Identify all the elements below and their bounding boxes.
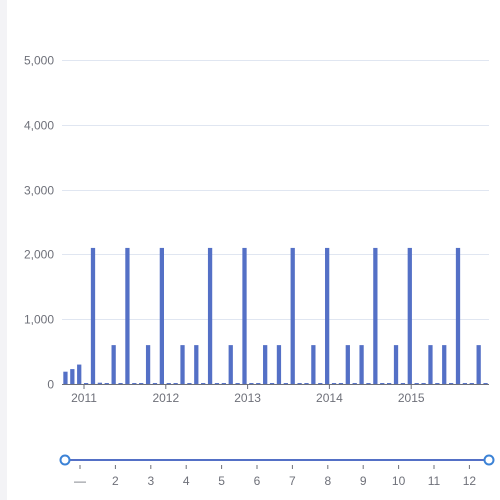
slider-tick-label: 6 xyxy=(254,474,261,488)
left-edge-strip xyxy=(0,0,7,500)
y-tick-label: 2,000 xyxy=(24,248,54,262)
bar xyxy=(207,247,213,384)
bar xyxy=(325,247,330,384)
slider-tick-label: 7 xyxy=(289,474,296,488)
slider-tick-label: 10 xyxy=(392,474,406,488)
bar xyxy=(111,345,116,384)
bar xyxy=(387,383,392,384)
slider-tick-label: 11 xyxy=(428,474,441,488)
slider-tick-label: 9 xyxy=(360,474,367,488)
bar xyxy=(201,383,206,384)
slider-tick-label: 8 xyxy=(324,474,331,488)
bar xyxy=(448,383,454,384)
x-tick-label: 2013 xyxy=(234,391,261,405)
x-axis-ticks: 2011 2012 2013 2014 2015 xyxy=(71,384,425,405)
bar xyxy=(118,383,123,384)
bar xyxy=(311,345,316,384)
slider-end-handle[interactable] xyxy=(483,454,495,466)
bar xyxy=(400,383,406,384)
bar xyxy=(180,345,185,384)
bar xyxy=(152,383,158,384)
bar xyxy=(359,345,364,384)
bar xyxy=(304,383,309,384)
bar xyxy=(462,383,468,384)
bar xyxy=(70,369,75,384)
bar xyxy=(276,345,282,384)
y-tick-label: 1,000 xyxy=(24,313,54,327)
bar xyxy=(235,383,240,384)
bar xyxy=(173,383,178,384)
bar xyxy=(297,383,302,384)
x-tick-label: 2015 xyxy=(398,391,425,405)
bar xyxy=(290,247,295,384)
x-tick-label: 2011 xyxy=(71,391,97,405)
bar xyxy=(104,383,109,384)
slider-tick-label: 12 xyxy=(463,474,477,488)
slider-tick-label: — xyxy=(74,474,86,488)
bar xyxy=(249,383,254,384)
bar xyxy=(373,247,378,384)
bar xyxy=(77,364,82,384)
bar xyxy=(83,383,89,384)
bar xyxy=(455,247,461,384)
bar xyxy=(159,247,164,384)
bar xyxy=(269,383,275,384)
slider-tick-label: 2 xyxy=(112,474,119,488)
y-tick-label: 0 xyxy=(47,378,54,392)
bar xyxy=(435,383,440,384)
y-tick-label: 3,000 xyxy=(24,184,54,198)
x-tick-label: 2012 xyxy=(152,391,179,405)
bar xyxy=(393,345,399,384)
bar xyxy=(366,383,371,384)
bar xyxy=(331,383,337,384)
bar xyxy=(428,345,433,384)
bar xyxy=(145,345,151,384)
bar xyxy=(166,383,171,384)
slider-tick-marks: — 2 3 4 5 6 7 8 9 10 11 12 xyxy=(74,465,476,488)
slider-start-handle[interactable] xyxy=(59,454,71,466)
bar xyxy=(283,383,288,384)
timeline-slider[interactable]: — 2 3 4 5 6 7 8 9 10 11 12 xyxy=(59,454,495,489)
bar xyxy=(221,383,226,384)
x-tick-label: 2014 xyxy=(316,391,343,405)
bar xyxy=(469,383,474,384)
bar xyxy=(125,247,130,384)
bar xyxy=(483,383,488,384)
bar xyxy=(187,383,192,384)
bar xyxy=(97,382,103,384)
slider-tick-label: 4 xyxy=(183,474,190,488)
y-tick-label: 5,000 xyxy=(24,54,54,68)
bar xyxy=(228,345,233,384)
y-tick-label: 4,000 xyxy=(24,119,54,133)
bar xyxy=(194,345,199,384)
bar xyxy=(214,383,220,384)
bar xyxy=(242,247,247,384)
bar xyxy=(352,383,357,384)
bar xyxy=(414,383,419,384)
grid-lines xyxy=(62,60,489,320)
bar xyxy=(63,371,68,384)
bar xyxy=(380,383,385,384)
bar xyxy=(90,247,96,384)
bar xyxy=(318,383,323,384)
y-axis-tick-labels: 0 1,000 2,000 3,000 4,000 5,000 xyxy=(24,54,54,392)
bar xyxy=(132,383,137,384)
bar xyxy=(442,345,447,384)
bar xyxy=(345,345,350,384)
bar-series xyxy=(63,247,488,384)
bar xyxy=(421,383,426,384)
bar xyxy=(407,247,412,384)
bar xyxy=(263,345,268,384)
bar xyxy=(139,383,144,384)
bar xyxy=(256,383,261,384)
slider-tick-label: 5 xyxy=(218,474,225,488)
bar xyxy=(476,345,481,384)
bar xyxy=(338,383,344,384)
slider-tick-label: 3 xyxy=(147,474,154,488)
